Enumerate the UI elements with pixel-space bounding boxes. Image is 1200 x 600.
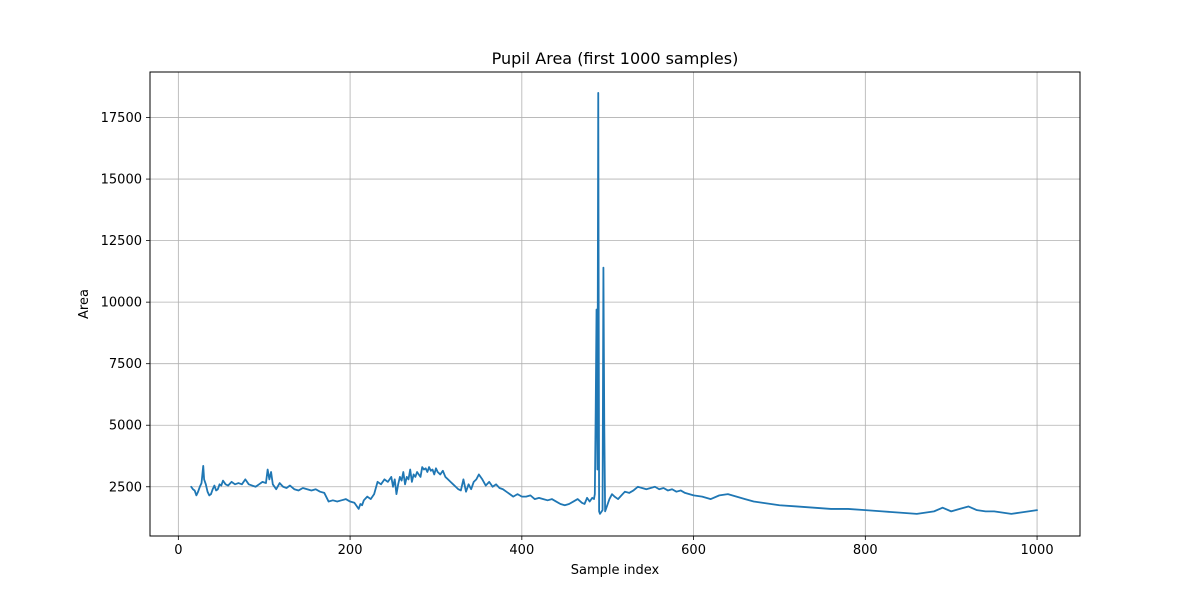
x-tick-label: 400 [509,543,534,558]
chart-title: Pupil Area (first 1000 samples) [492,49,739,68]
axes-frame [149,71,1081,537]
y-tick-label: 10000 [101,296,142,311]
y-ticks: 2500 5000 7500 10000 12500 15000 17500 [101,111,150,495]
plot-area [190,92,1038,515]
x-tick-label: 600 [681,543,706,558]
x-tick-label: 200 [338,543,363,558]
y-tick-label: 17500 [101,111,142,126]
x-tick-label: 0 [174,543,182,558]
series-line-0 [190,92,1038,515]
x-ticks: 0 200 400 600 800 1000 [174,536,1054,558]
y-tick-label: 15000 [101,173,142,188]
y-tick-label: 5000 [109,419,142,434]
y-axis-label: Area [77,289,92,319]
y-tick-label: 12500 [101,234,142,249]
y-tick-label: 2500 [109,480,142,495]
grid [150,72,1080,536]
y-tick-label: 7500 [109,357,142,372]
x-tick-label: 1000 [1021,543,1054,558]
x-axis-label: Sample index [571,563,660,578]
x-tick-label: 800 [853,543,878,558]
